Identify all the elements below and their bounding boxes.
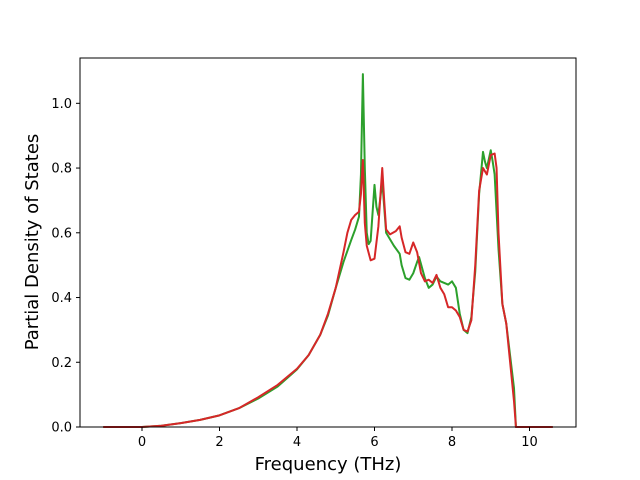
series-line-1 [103,73,553,428]
x-tick-label: 6 [370,435,378,450]
y-tick-label: 0.4 [51,291,72,306]
y-tick-label: 0.2 [51,356,72,371]
y-tick-label: 0.6 [51,226,72,241]
y-axis-label: Partial Density of States [22,134,43,351]
x-tick-label: 0 [138,435,146,450]
y-axis-ticks: 0.0 0.2 0.4 0.6 0.8 1.0 [51,97,80,436]
x-axis-ticks: 0 2 4 6 8 10 [138,427,538,450]
x-tick-label: 8 [448,435,456,450]
x-tick-label: 10 [521,435,538,450]
plot-frame [79,57,577,428]
y-tick-label: 0.8 [51,162,72,177]
series-line-2 [103,152,553,428]
x-axis-label: Frequency (THz) [255,454,402,475]
x-tick-label: 4 [293,435,301,450]
series-layer [103,73,553,428]
y-tick-label: 0.0 [51,421,72,436]
y-tick-label: 1.0 [51,97,72,112]
x-tick-label: 2 [215,435,223,450]
